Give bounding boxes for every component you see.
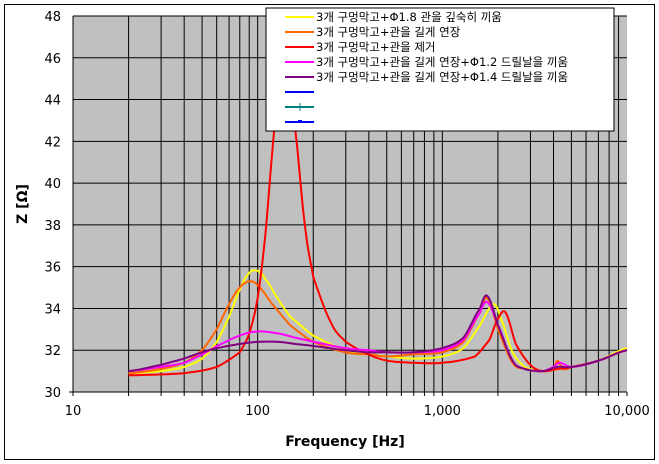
legend-label: 3개 구멍막고+관을 길게 연장+Φ1.2 드릴날을 끼움 [316, 55, 568, 69]
legend-label: 3개 구멍막고+Φ1.8 관을 깊숙히 끼움 [316, 10, 502, 24]
y-tick-label: 40 [44, 177, 61, 192]
y-tick-label: 34 [44, 302, 61, 317]
legend-label: 3개 구멍막고+관을 제거 [316, 40, 435, 54]
x-tick-label: 1,000 [424, 404, 461, 419]
legend-box [265, 7, 615, 132]
data-series [128, 46, 627, 377]
legend-label: 3개 구멍막고+관을 길게 연장+Φ1.4 드릴날을 끼움 [316, 70, 568, 84]
tick-labels: 30 32 34 36 38 40 42 44 46 48 10 100 1,000 10,000 [44, 10, 649, 419]
x-tick-label: 100 [245, 404, 270, 419]
y-tick-label: 42 [44, 135, 61, 150]
legend-label: 3개 구멍막고+관을 길게 연장 [316, 25, 461, 39]
series-line-3 [128, 46, 627, 377]
y-tick-label: 44 [44, 94, 61, 109]
y-tick-label: 30 [44, 386, 61, 401]
dash-marker-icon [298, 120, 302, 122]
y-tick-label: 36 [44, 261, 61, 276]
axes [69, 16, 628, 396]
y-tick-label: 38 [44, 219, 61, 234]
y-tick-label: 48 [44, 10, 61, 25]
y-tick-label: 32 [44, 344, 61, 359]
x-axis-title: Frequency [Hz] [285, 434, 404, 450]
x-tick-label: 10,000 [604, 404, 650, 419]
y-axis-title: Z [Ω] [15, 184, 31, 224]
y-tick-label: 46 [44, 52, 61, 67]
series-line-5 [128, 294, 627, 373]
x-tick-label: 10 [65, 404, 82, 419]
